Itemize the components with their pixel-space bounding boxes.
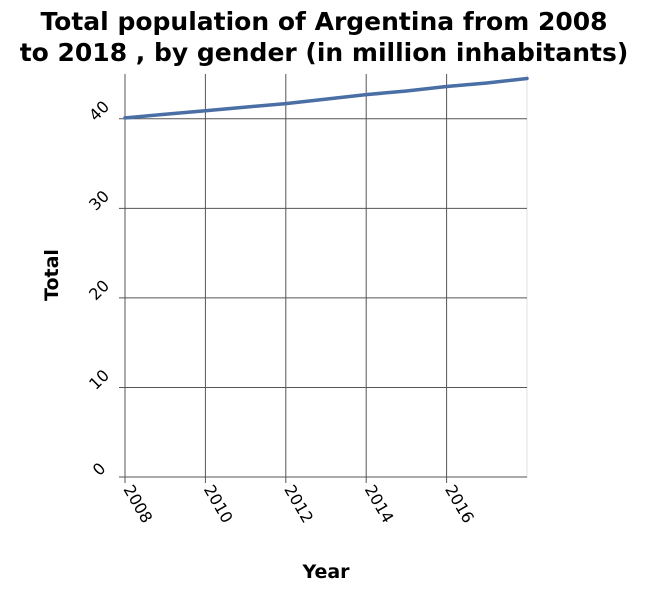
- plot-area: [125, 74, 527, 477]
- series-line: [123, 76, 529, 120]
- series-layer: [123, 76, 529, 120]
- x-tick-label: 2014: [361, 482, 398, 527]
- x-tick-label: 2008: [120, 482, 157, 527]
- x-tick-label: 2016: [441, 482, 478, 527]
- x-tick-label: 2012: [280, 482, 317, 527]
- y-tick-label: 20: [85, 276, 113, 304]
- y-tick-label: 0: [89, 459, 110, 480]
- y-tick-label: 10: [85, 366, 113, 394]
- chart-title-line-1: Total population of Argentina from 2008: [40, 7, 607, 36]
- y-tick-label: 40: [85, 97, 113, 125]
- y-axis-label: Total: [41, 249, 63, 301]
- y-tick-label: 30: [85, 187, 113, 215]
- grid: [119, 74, 528, 483]
- x-axis-label: Year: [301, 561, 350, 583]
- x-tick-label: 2010: [200, 482, 237, 527]
- chart-title-line-2: to 2018 , by gender (in million inhabita…: [20, 38, 629, 67]
